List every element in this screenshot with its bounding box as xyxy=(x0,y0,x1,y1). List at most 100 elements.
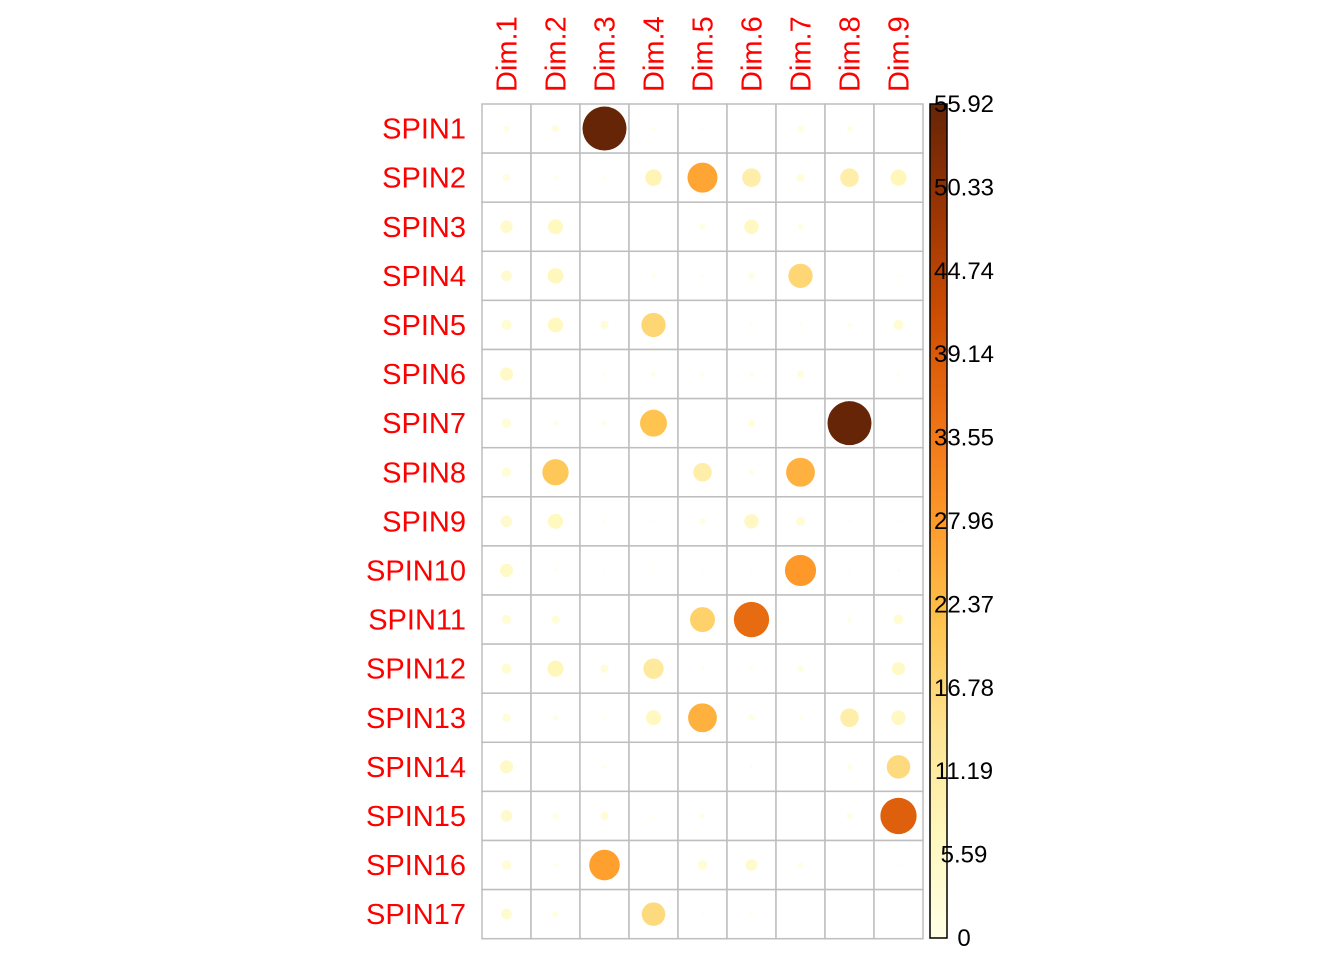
data-circle xyxy=(645,169,662,186)
legend-tick-label: 44.74 xyxy=(934,258,994,285)
data-circle xyxy=(840,168,859,187)
data-circle xyxy=(501,319,512,331)
data-circle xyxy=(652,520,655,523)
data-circle xyxy=(749,765,754,769)
data-circle xyxy=(551,615,560,624)
data-circle xyxy=(749,323,754,327)
data-circle xyxy=(641,902,666,926)
grid-cell xyxy=(824,643,875,694)
data-circle xyxy=(700,372,705,376)
row-label: SPIN15 xyxy=(366,801,466,833)
grid-cell xyxy=(775,397,826,449)
grid-cell xyxy=(873,397,924,449)
data-circle xyxy=(891,662,906,676)
data-circle xyxy=(603,176,606,179)
column-label: Dim.2 xyxy=(541,16,573,92)
data-circle xyxy=(784,554,817,587)
row-label: SPIN10 xyxy=(366,555,466,587)
data-circle xyxy=(500,220,513,233)
data-circle xyxy=(848,912,851,916)
data-circle xyxy=(848,372,851,376)
data-circle xyxy=(893,614,904,625)
data-circle xyxy=(797,665,804,672)
grid-cell xyxy=(579,250,630,302)
data-circle xyxy=(652,569,655,572)
row-label: SPIN6 xyxy=(382,359,466,391)
grid-cell xyxy=(677,741,728,793)
data-circle xyxy=(891,710,906,725)
grid-cell xyxy=(628,201,679,253)
data-circle xyxy=(701,127,704,130)
row-label: SPIN13 xyxy=(366,703,466,735)
data-circle xyxy=(602,372,607,376)
data-circle xyxy=(501,860,512,870)
data-circle xyxy=(548,513,563,529)
data-circle xyxy=(700,813,705,819)
data-circle xyxy=(552,911,559,918)
data-circle xyxy=(733,601,770,638)
data-circle xyxy=(847,323,852,327)
data-circle xyxy=(749,666,754,671)
data-circle xyxy=(501,270,512,282)
data-circle xyxy=(897,863,900,867)
row-label: SPIN9 xyxy=(382,506,466,538)
data-circle xyxy=(652,814,655,818)
data-circle xyxy=(643,658,664,679)
data-circle xyxy=(502,174,511,182)
row-label: SPIN14 xyxy=(366,752,466,784)
grid-cell xyxy=(579,594,630,645)
legend-tick-label: 0 xyxy=(957,925,970,952)
data-circle xyxy=(500,810,513,822)
column-label: Dim.9 xyxy=(884,16,916,92)
data-circle xyxy=(847,617,852,622)
grid-cell xyxy=(726,103,777,154)
legend-tick-label: 50.33 xyxy=(934,174,994,201)
data-circle xyxy=(542,459,569,486)
data-circle xyxy=(687,162,718,193)
grid-cell xyxy=(677,397,728,449)
data-circle xyxy=(553,175,558,180)
data-circle xyxy=(848,225,851,228)
grid-cell xyxy=(873,545,924,596)
row-label: SPIN17 xyxy=(366,899,466,931)
grid-cell xyxy=(677,152,728,203)
data-circle xyxy=(846,813,853,819)
data-circle xyxy=(548,317,563,333)
column-labels: Dim.1 Dim.2 Dim.3 Dim.4 Dim.5 Dim.6 Dim.7 Dim.8… xyxy=(492,16,916,92)
column-label: Dim.4 xyxy=(639,16,671,92)
data-circle xyxy=(847,764,852,770)
grid-cell xyxy=(628,839,679,891)
legend-tick-label: 22.37 xyxy=(934,591,994,618)
column-label: Dim.5 xyxy=(688,16,720,92)
data-circle xyxy=(744,514,759,529)
data-circle xyxy=(547,660,564,677)
data-circle xyxy=(552,812,559,820)
data-circle xyxy=(503,125,510,132)
grid-cell xyxy=(824,250,875,302)
grid-cell xyxy=(824,839,875,891)
data-circle xyxy=(552,715,559,721)
grid-cell xyxy=(677,299,728,351)
grid-cell xyxy=(530,741,581,793)
data-circle xyxy=(603,520,606,523)
data-circle xyxy=(701,569,704,572)
column-label: Dim.3 xyxy=(590,16,622,92)
data-circle xyxy=(749,469,754,475)
data-circle xyxy=(646,710,661,726)
data-circle xyxy=(641,312,666,338)
grid-cell xyxy=(775,741,826,793)
data-circle xyxy=(897,520,900,523)
data-circle xyxy=(897,274,900,278)
data-circle xyxy=(893,319,904,331)
data-circle xyxy=(797,224,804,230)
data-circle xyxy=(547,268,564,284)
grid-cell xyxy=(579,201,630,253)
data-circle xyxy=(748,714,755,721)
data-circle xyxy=(897,127,900,130)
row-label: SPIN2 xyxy=(382,163,466,195)
data-circle xyxy=(600,811,609,821)
legend-tick-label: 33.55 xyxy=(934,425,994,452)
data-circle xyxy=(697,860,708,870)
data-circle xyxy=(640,409,667,437)
grid-cells xyxy=(481,103,924,940)
